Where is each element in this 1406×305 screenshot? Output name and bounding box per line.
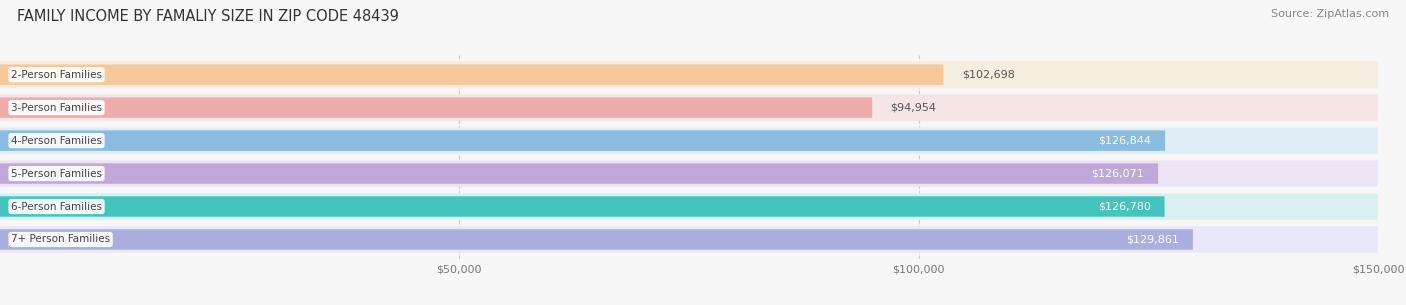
Text: $126,844: $126,844 xyxy=(1098,136,1152,145)
Text: 4-Person Families: 4-Person Families xyxy=(11,136,103,145)
FancyBboxPatch shape xyxy=(0,130,1166,151)
FancyBboxPatch shape xyxy=(0,97,872,118)
FancyBboxPatch shape xyxy=(0,226,1378,253)
FancyBboxPatch shape xyxy=(0,160,1378,187)
FancyBboxPatch shape xyxy=(0,193,1378,220)
Text: Source: ZipAtlas.com: Source: ZipAtlas.com xyxy=(1271,9,1389,19)
Text: 3-Person Families: 3-Person Families xyxy=(11,103,103,113)
Text: $129,861: $129,861 xyxy=(1126,235,1180,245)
FancyBboxPatch shape xyxy=(0,163,1159,184)
FancyBboxPatch shape xyxy=(0,127,1378,154)
FancyBboxPatch shape xyxy=(0,64,943,85)
Text: 6-Person Families: 6-Person Families xyxy=(11,202,103,211)
Text: 5-Person Families: 5-Person Families xyxy=(11,169,103,178)
FancyBboxPatch shape xyxy=(0,62,1378,88)
Text: $94,954: $94,954 xyxy=(890,103,936,113)
Text: $126,780: $126,780 xyxy=(1098,202,1150,211)
Text: 2-Person Families: 2-Person Families xyxy=(11,70,103,80)
Text: 7+ Person Families: 7+ Person Families xyxy=(11,235,110,245)
Text: $102,698: $102,698 xyxy=(962,70,1015,80)
FancyBboxPatch shape xyxy=(0,229,1192,250)
FancyBboxPatch shape xyxy=(0,196,1164,217)
Text: $126,071: $126,071 xyxy=(1091,169,1144,178)
Text: FAMILY INCOME BY FAMALIY SIZE IN ZIP CODE 48439: FAMILY INCOME BY FAMALIY SIZE IN ZIP COD… xyxy=(17,9,399,24)
FancyBboxPatch shape xyxy=(0,95,1378,121)
